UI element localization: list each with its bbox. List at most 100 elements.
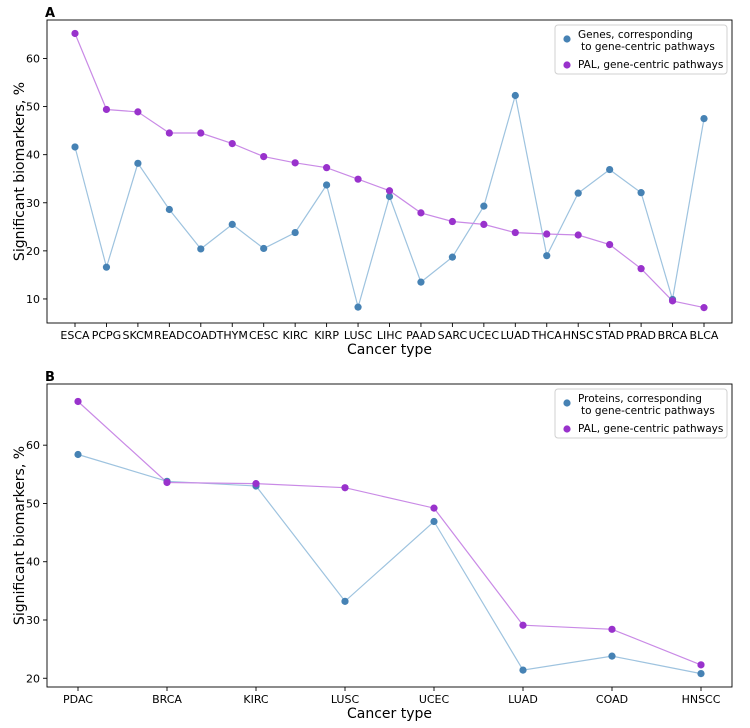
data-point-series-0	[165, 205, 173, 214]
x-tick-label: LUSC	[331, 693, 360, 706]
data-point-series-1	[341, 484, 349, 492]
x-tick-label: THYM	[216, 329, 248, 342]
x-tick-label: ESCA	[60, 329, 90, 342]
data-point-series-0	[354, 303, 362, 311]
x-tick-label: COAD	[185, 329, 217, 342]
legend: Genes, corresponding to gene-centric path…	[554, 24, 728, 75]
data-point-series-0	[511, 91, 519, 100]
series-line-0	[77, 453, 702, 675]
x-tick-label: THCA	[531, 329, 563, 342]
x-tick-label: LUAD	[508, 693, 538, 706]
data-point-series-1	[430, 504, 438, 512]
x-tick-label: PCPG	[92, 329, 121, 342]
data-point-series-1	[606, 241, 614, 249]
x-axis-label: Cancer type	[347, 342, 432, 358]
y-tick-label: 60	[26, 439, 40, 452]
y-tick-label: 20	[26, 245, 40, 258]
x-tick-label: HNSC	[563, 329, 594, 342]
data-point-series-1	[163, 478, 171, 487]
legend-marker	[563, 35, 571, 43]
data-point-series-0	[519, 666, 527, 674]
x-tick-label: LUAD	[500, 329, 530, 342]
y-tick-label: 40	[26, 556, 40, 569]
chart-panel-b: B 20 30 40 50 60 PDAC BRCA KIRC LUSC UCEC LUAD COAD H…	[12, 370, 733, 722]
legend-label-line: to gene-centric pathways	[581, 405, 715, 417]
x-tick-label: BRCA	[658, 329, 688, 342]
x-tick-label: STAD	[595, 329, 624, 342]
data-point-series-1	[511, 228, 519, 237]
legend-label: PAL, gene-centric pathways	[578, 423, 723, 435]
x-tick-label: BRCA	[152, 693, 182, 706]
data-point-series-1	[291, 159, 299, 167]
data-point-series-1	[260, 152, 268, 161]
data-point-series-0	[637, 189, 645, 197]
data-point-series-0	[697, 669, 705, 678]
data-point-series-0	[574, 189, 582, 197]
y-tick-label: 40	[26, 149, 40, 162]
y-axis-label: Significant biomarkers, %	[12, 446, 28, 625]
x-tick-label: PRAD	[626, 329, 656, 342]
data-point-series-1	[668, 297, 677, 305]
x-tick-label: BLCA	[690, 329, 719, 342]
data-point-series-0	[341, 597, 349, 605]
series-line-1	[77, 401, 702, 666]
data-point-series-0	[448, 253, 456, 261]
data-point-series-1	[448, 217, 456, 226]
x-tick-label: PAAD	[406, 329, 436, 342]
y-tick-label: 20	[26, 672, 40, 685]
data-point-series-1	[574, 231, 582, 239]
panel-label: A	[45, 6, 55, 21]
data-point-series-0	[323, 181, 331, 189]
data-point-series-1	[700, 304, 708, 312]
legend-label-line: Genes, corresponding	[578, 29, 693, 41]
y-tick-label: 50	[26, 497, 40, 510]
data-point-series-1	[519, 621, 527, 629]
data-point-series-1	[252, 480, 260, 488]
legend-box	[554, 24, 728, 75]
legend-label: Genes, corresponding to gene-centric path…	[578, 29, 715, 53]
data-point-series-0	[430, 517, 438, 526]
x-tick-label: KIRP	[314, 329, 339, 342]
data-point-series-1	[385, 187, 394, 195]
x-tick-label: UCEC	[469, 329, 500, 342]
legend-box	[554, 388, 728, 439]
data-point-series-0	[102, 263, 111, 271]
data-point-series-1	[197, 129, 205, 137]
y-tick-label: 30	[26, 197, 40, 210]
data-point-series-0	[608, 652, 616, 660]
data-point-series-1	[417, 209, 425, 217]
y-tick-label: 60	[26, 52, 40, 65]
data-point-series-0	[480, 202, 488, 210]
plot-frame	[46, 383, 733, 688]
data-point-series-1	[480, 220, 488, 229]
x-tick-label: HNSCC	[682, 693, 721, 706]
data-point-series-1	[543, 230, 551, 238]
data-point-series-1	[134, 108, 142, 116]
panel-label: B	[45, 370, 55, 385]
legend-marker	[563, 425, 571, 433]
series-line-0	[74, 95, 705, 310]
data-point-series-0	[74, 450, 82, 459]
data-point-series-0	[71, 143, 79, 151]
data-point-series-1	[71, 29, 79, 38]
y-tick-label: 30	[26, 614, 40, 627]
data-point-series-0	[543, 252, 551, 260]
y-tick-label: 50	[26, 101, 40, 114]
data-point-series-0	[228, 220, 236, 229]
x-tick-label: UCEC	[419, 693, 450, 706]
x-tick-label: SARC	[438, 329, 468, 342]
data-point-series-1	[165, 129, 173, 137]
data-point-series-1	[697, 661, 705, 669]
chart-panel-a: A 10 20 30 40 50 60 ESCA PCPG SKCM READ COAD THYM CES…	[12, 6, 733, 358]
legend: Proteins, corresponding to gene-centric p…	[554, 388, 728, 439]
x-tick-label: SKCM	[123, 329, 154, 342]
x-tick-label: CESC	[249, 329, 279, 342]
legend-marker	[563, 61, 571, 69]
x-tick-label: KIRC	[283, 329, 309, 342]
legend-label-line: to gene-centric pathways	[581, 41, 715, 53]
x-tick-label: READ	[154, 329, 185, 342]
y-tick-label: 10	[26, 293, 40, 306]
legend-label: PAL, gene-centric pathways	[578, 59, 723, 71]
x-tick-label: LIHC	[377, 329, 403, 342]
